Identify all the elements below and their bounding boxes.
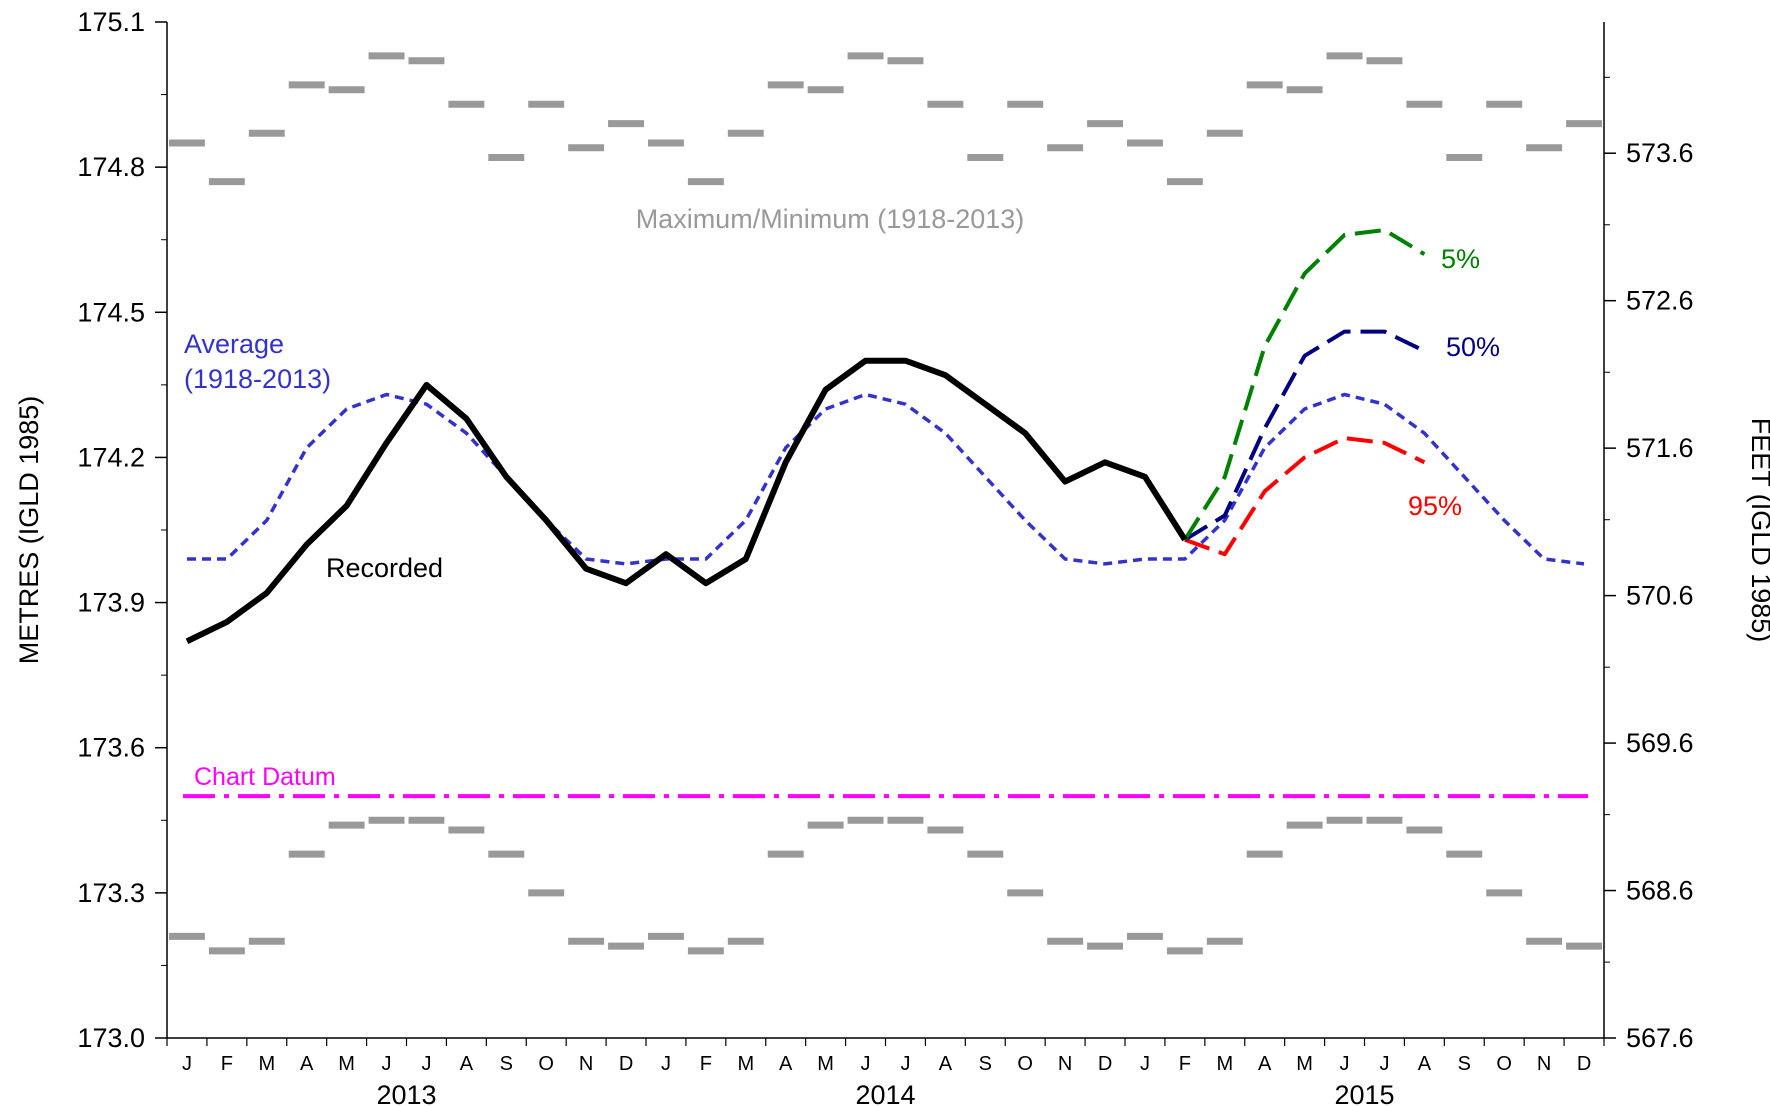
average-annotation-line2: (1918-2013) — [184, 364, 331, 394]
y-axis-title-right: FEET (IGLD 1985) — [1746, 418, 1770, 643]
month-label: S — [500, 1053, 513, 1075]
month-label: N — [1537, 1053, 1551, 1075]
y-tick-label-right: 572.6 — [1626, 286, 1694, 316]
y-tick-label-left: 173.6 — [77, 733, 145, 763]
month-label: D — [1577, 1053, 1591, 1075]
y-axis-title-left: METRES (IGLD 1985) — [14, 396, 44, 665]
month-label: N — [579, 1053, 593, 1075]
y-tick-label-left: 173.0 — [77, 1023, 145, 1053]
recorded-line — [185, 357, 1188, 644]
month-label: J — [382, 1053, 392, 1075]
chart-datum-annotation: Chart Datum — [194, 763, 336, 791]
month-label: F — [221, 1053, 233, 1075]
month-label: A — [460, 1053, 474, 1075]
month-label: M — [1296, 1053, 1313, 1075]
average-line — [187, 392, 1585, 566]
month-label: M — [338, 1053, 355, 1075]
y-tick-label-right: 567.6 — [1626, 1023, 1694, 1053]
month-label: M — [737, 1053, 754, 1075]
year-label: 2014 — [855, 1080, 915, 1106]
y-tick-label-left: 174.2 — [77, 442, 145, 472]
maxmin-layer — [168, 52, 1603, 955]
y-tick-label-right: 570.6 — [1626, 581, 1694, 611]
month-label: A — [1258, 1053, 1272, 1075]
month-label: N — [1058, 1053, 1072, 1075]
month-label: A — [779, 1053, 793, 1075]
month-label: S — [1458, 1053, 1471, 1075]
month-label: J — [182, 1053, 192, 1075]
month-label: M — [817, 1053, 834, 1075]
ticks-layer: 173.0 173.3 173.6 173.9 174.2 174.5 174.8 175.1… — [77, 7, 1693, 1106]
y-tick-label-left: 174.5 — [77, 297, 145, 327]
y-tick-label-right: 571.6 — [1626, 433, 1694, 463]
y-tick-label-left: 174.8 — [77, 152, 145, 182]
p5-line — [1183, 228, 1426, 541]
month-label: J — [1140, 1053, 1150, 1075]
p50-line — [1183, 329, 1426, 542]
recorded-annotation: Recorded — [326, 553, 443, 583]
y-tick-label-left: 173.3 — [77, 878, 145, 908]
y-tick-label-left: 173.9 — [77, 588, 145, 618]
month-label: J — [1340, 1053, 1350, 1075]
p95-annotation: 95% — [1408, 491, 1462, 521]
year-label: 2013 — [376, 1080, 436, 1106]
month-label: S — [979, 1053, 992, 1075]
month-label: J — [900, 1053, 910, 1075]
month-label: M — [1216, 1053, 1233, 1075]
month-label: O — [1017, 1053, 1033, 1075]
p50-annotation: 50% — [1446, 332, 1500, 362]
month-label: M — [258, 1053, 275, 1075]
month-label: J — [661, 1053, 671, 1075]
month-label: O — [538, 1053, 554, 1075]
year-label: 2015 — [1334, 1080, 1394, 1106]
month-label: J — [421, 1053, 431, 1075]
month-label: A — [300, 1053, 314, 1075]
month-label: A — [1418, 1053, 1432, 1075]
month-label: F — [700, 1053, 712, 1075]
month-label: D — [619, 1053, 633, 1075]
y-tick-label-right: 569.6 — [1626, 728, 1694, 758]
month-label: A — [939, 1053, 953, 1075]
month-label: D — [1098, 1053, 1112, 1075]
month-label: F — [1179, 1053, 1191, 1075]
series-layer — [185, 228, 1585, 644]
month-label: J — [1379, 1053, 1389, 1075]
y-tick-label-left: 175.1 — [77, 7, 145, 37]
average-annotation-line1: Average — [184, 329, 284, 359]
p95-line — [1184, 436, 1426, 557]
y-tick-label-right: 568.6 — [1626, 876, 1694, 906]
y-tick-label-right: 573.6 — [1626, 138, 1694, 168]
p5-annotation: 5% — [1441, 244, 1480, 274]
month-label: O — [1496, 1053, 1512, 1075]
month-label: J — [861, 1053, 871, 1075]
maxmin-annotation: Maximum/Minimum (1918-2013) — [636, 204, 1025, 234]
